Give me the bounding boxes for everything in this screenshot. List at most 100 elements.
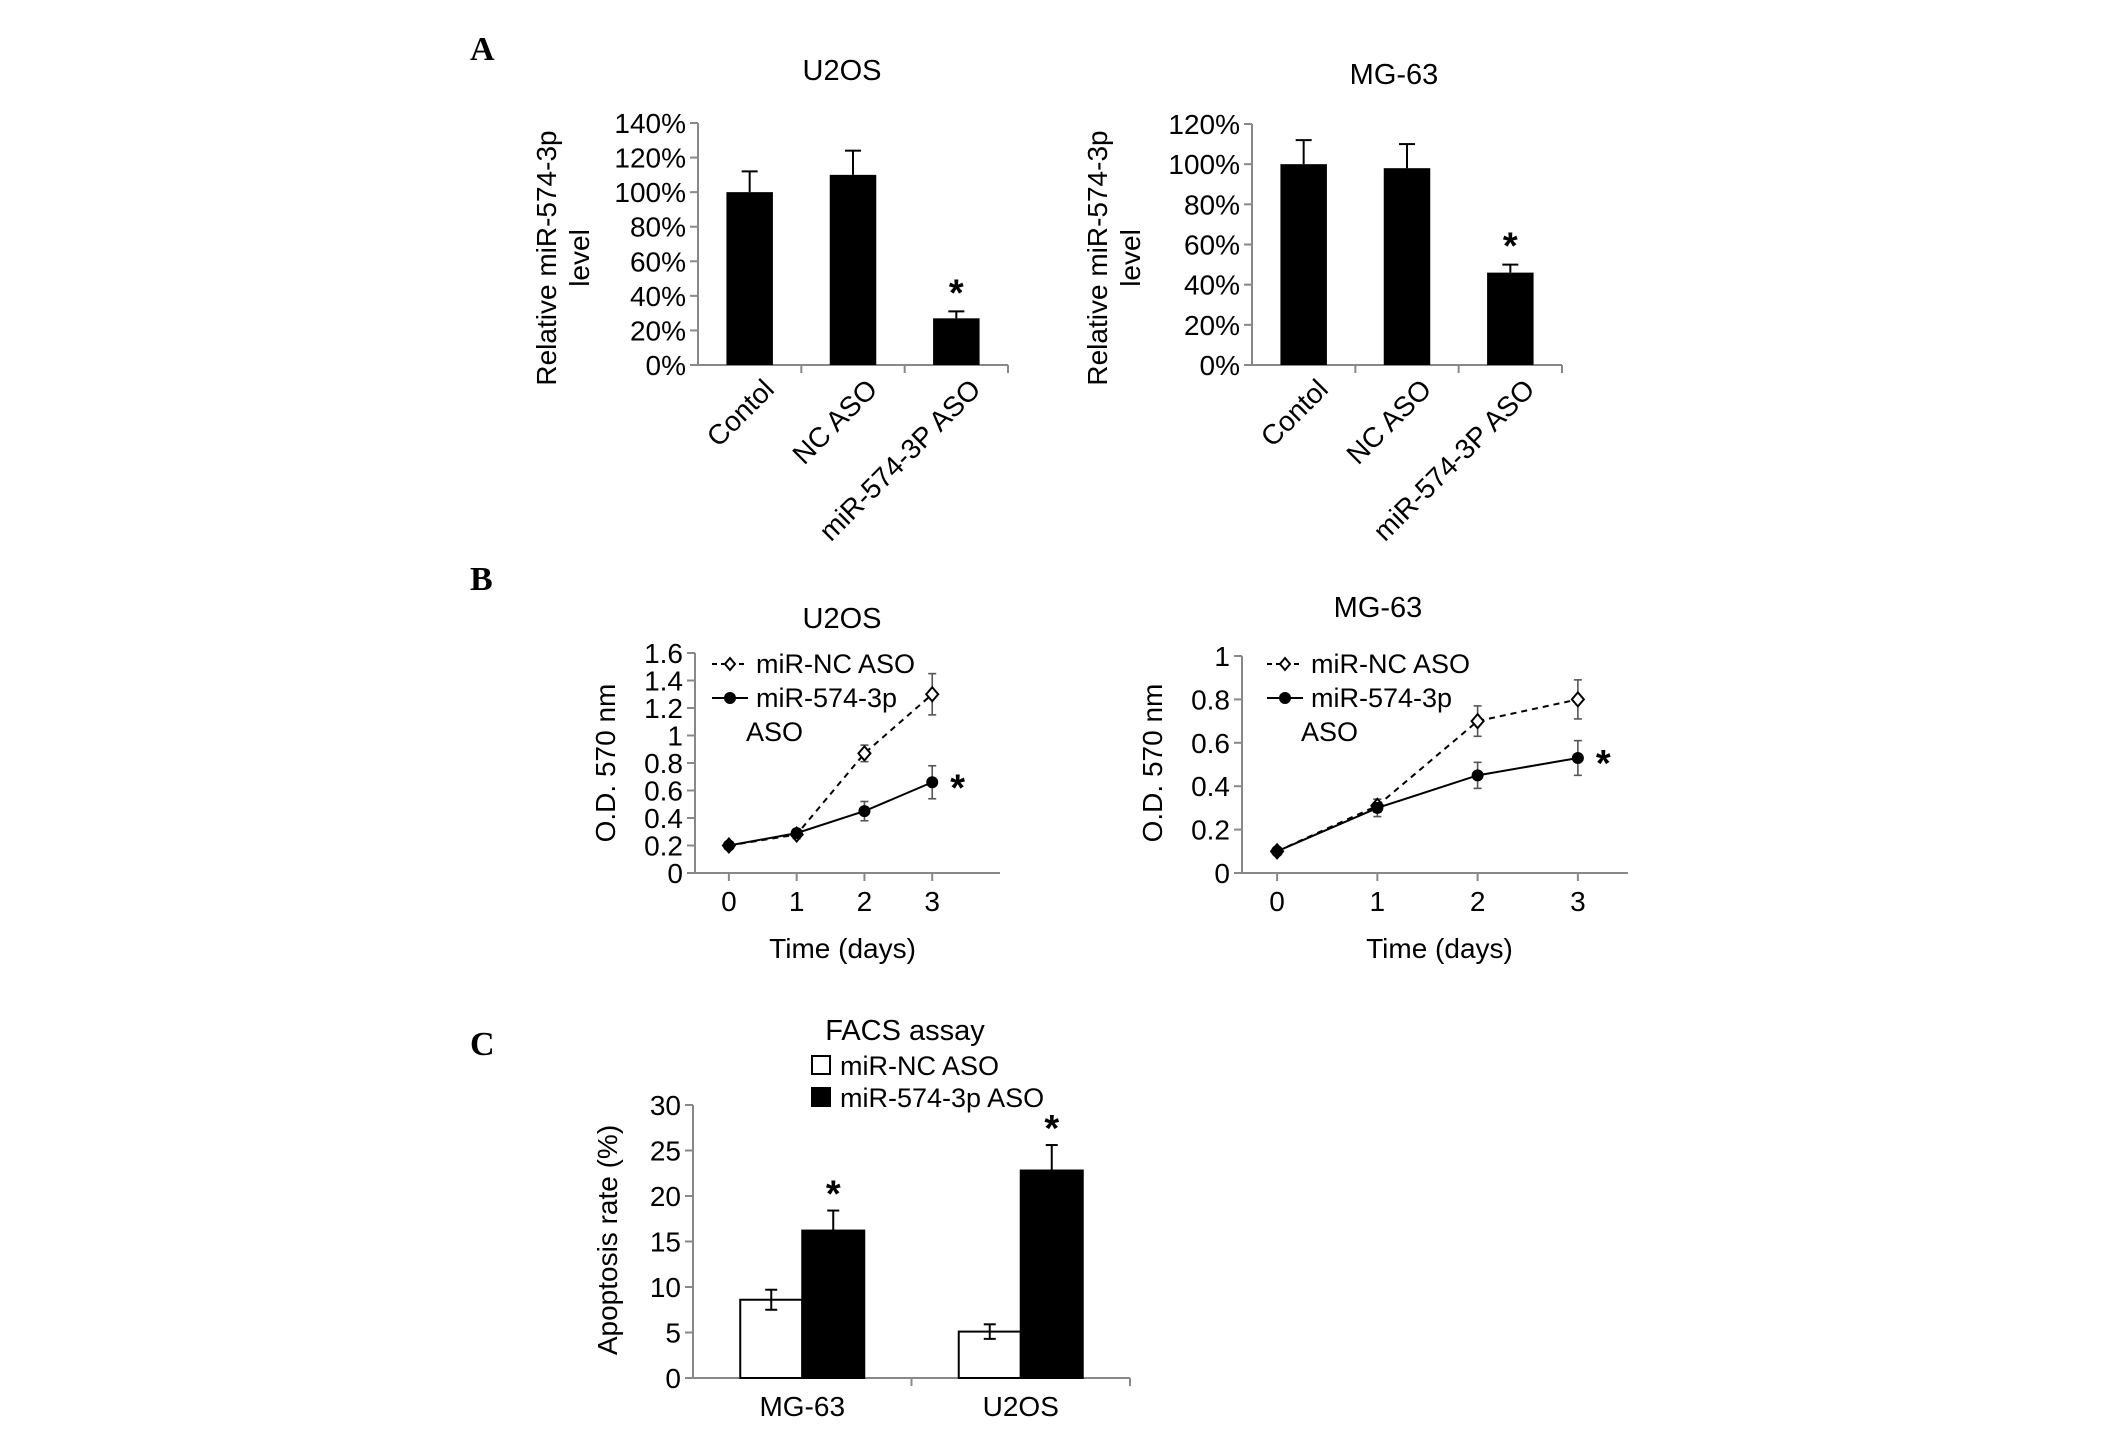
x-axis-label: Time (days) xyxy=(769,933,916,964)
legend-label: miR-NC ASO xyxy=(756,649,915,679)
chart-title: U2OS xyxy=(803,55,882,87)
y-tick-label: 100% xyxy=(614,177,686,208)
bar xyxy=(1487,272,1534,365)
y-tick-label: 0.8 xyxy=(1191,684,1230,715)
y-axis-label: Apoptosis rate (%) xyxy=(592,1125,623,1355)
significance-star: * xyxy=(1503,226,1518,268)
chart-title: MG-63 xyxy=(1334,592,1423,624)
legend-swatch xyxy=(811,1087,831,1107)
y-tick-label: 1.6 xyxy=(644,638,683,669)
bar xyxy=(739,1298,804,1379)
legend-label: miR-NC ASO xyxy=(840,1051,999,1081)
x-tick-label: 1 xyxy=(1370,886,1386,917)
data-point xyxy=(924,685,940,703)
x-axis-label: Time (days) xyxy=(1366,933,1513,964)
legend-label: ASO xyxy=(1301,717,1358,747)
bar xyxy=(1019,1169,1084,1380)
y-tick-label: 1 xyxy=(667,721,683,752)
chart-title: MG-63 xyxy=(1350,59,1439,91)
bar xyxy=(1383,168,1431,365)
y-tick-label: 1.2 xyxy=(644,693,683,724)
legend-marker xyxy=(1278,656,1292,672)
data-point xyxy=(1371,801,1384,814)
significance-star: * xyxy=(1044,1108,1059,1150)
y-tick-label: 1.4 xyxy=(644,666,683,697)
y-tick-label: 60% xyxy=(630,246,686,277)
x-tick-label: 2 xyxy=(857,886,873,917)
data-point xyxy=(722,839,735,852)
data-point xyxy=(1271,845,1284,858)
y-axis-label: level xyxy=(564,229,595,287)
data-point xyxy=(858,805,871,818)
y-tick-label: 20% xyxy=(630,315,686,346)
x-tick-label: Contol xyxy=(701,373,780,452)
legend-label: ASO xyxy=(746,717,803,747)
y-tick-label: 40% xyxy=(630,281,686,312)
significance-star: * xyxy=(826,1174,841,1216)
y-tick-label: 10 xyxy=(650,1272,681,1303)
y-tick-label: 0.8 xyxy=(644,748,683,779)
panel-label-a: A xyxy=(470,31,495,68)
y-tick-label: 0.4 xyxy=(1191,771,1230,802)
data-point xyxy=(1571,751,1584,764)
x-tick-label: 3 xyxy=(924,886,940,917)
x-tick-label: U2OS xyxy=(983,1391,1059,1422)
bar xyxy=(1280,164,1327,365)
y-tick-label: 80% xyxy=(630,212,686,243)
data-point xyxy=(1471,769,1484,782)
data-point xyxy=(790,827,803,840)
y-tick-label: 5 xyxy=(665,1318,681,1349)
legend-label: miR-574-3p xyxy=(1311,683,1452,713)
x-tick-label: Contol xyxy=(1255,373,1334,452)
x-tick-label: 2 xyxy=(1470,886,1486,917)
legend-label: miR-574-3p xyxy=(756,683,897,713)
x-tick-label: 0 xyxy=(721,886,737,917)
y-tick-label: 120% xyxy=(614,143,686,174)
x-tick-label: NC ASO xyxy=(1341,373,1438,470)
y-axis-label: O.D. 570 nm xyxy=(1137,684,1168,843)
chart-c-facs: FACS assay Apoptosis rate (%) 0 5 10 15 20 25 30… xyxy=(592,1015,1131,1422)
y-tick-label: 25 xyxy=(650,1136,681,1167)
x-tick-label: MG-63 xyxy=(759,1391,845,1422)
chart-title: U2OS xyxy=(803,603,882,635)
y-tick-label: 100% xyxy=(1168,149,1240,180)
legend-marker xyxy=(723,656,737,672)
y-tick-label: 120% xyxy=(1168,109,1240,140)
y-tick-label: 0 xyxy=(667,858,683,889)
series-line xyxy=(728,781,933,847)
y-tick-label: 0.6 xyxy=(644,776,683,807)
y-tick-label: 0% xyxy=(1200,350,1240,381)
data-point xyxy=(1470,712,1485,730)
legend-label: miR-NC ASO xyxy=(1311,649,1470,679)
y-axis-label: level xyxy=(1115,229,1146,287)
significance-star: * xyxy=(1596,743,1611,785)
bar xyxy=(933,318,980,365)
panel-label-c: C xyxy=(470,1026,495,1063)
y-tick-label: 60% xyxy=(1184,230,1240,261)
bar xyxy=(726,192,773,365)
y-tick-label: 80% xyxy=(1184,189,1240,220)
y-tick-label: 40% xyxy=(1184,270,1240,301)
legend-marker xyxy=(724,692,736,704)
chart-a-u2os: U2OS Relative miR-574-3p level 0% 20%40% 60%8… xyxy=(531,55,1009,547)
y-axis-label: O.D. 570 nm xyxy=(590,684,621,843)
x-tick-label: 0 xyxy=(1269,886,1285,917)
x-tick-label: 3 xyxy=(1570,886,1586,917)
data-point xyxy=(857,744,872,762)
y-tick-label: 1 xyxy=(1214,641,1230,672)
significance-star: * xyxy=(950,767,965,809)
chart-title: FACS assay xyxy=(825,1015,985,1047)
legend-label: miR-574-3p ASO xyxy=(840,1083,1044,1113)
y-tick-label: 20 xyxy=(650,1181,681,1212)
data-point xyxy=(1570,690,1586,708)
bar xyxy=(829,174,877,365)
legend-swatch xyxy=(811,1055,831,1075)
y-tick-label: 0.6 xyxy=(1191,728,1230,759)
chart-a-mg63: MG-63 Relative miR-574-3p level 0% 20% 40% 60%… xyxy=(1082,59,1563,547)
y-tick-label: 0% xyxy=(646,350,686,381)
data-point xyxy=(926,776,939,789)
y-tick-label: 140% xyxy=(614,108,686,139)
y-axis-label: Relative miR-574-3p xyxy=(1082,130,1113,385)
